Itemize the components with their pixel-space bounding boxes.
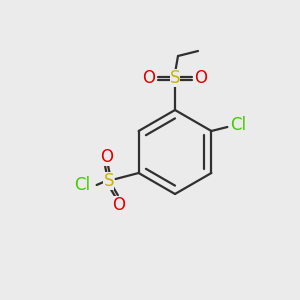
Text: Cl: Cl	[230, 116, 246, 134]
Text: S: S	[170, 69, 180, 87]
Text: O: O	[194, 69, 208, 87]
Text: S: S	[103, 172, 114, 190]
Text: Cl: Cl	[75, 176, 91, 194]
Text: O: O	[112, 196, 125, 214]
Text: O: O	[142, 69, 155, 87]
Text: O: O	[100, 148, 113, 166]
